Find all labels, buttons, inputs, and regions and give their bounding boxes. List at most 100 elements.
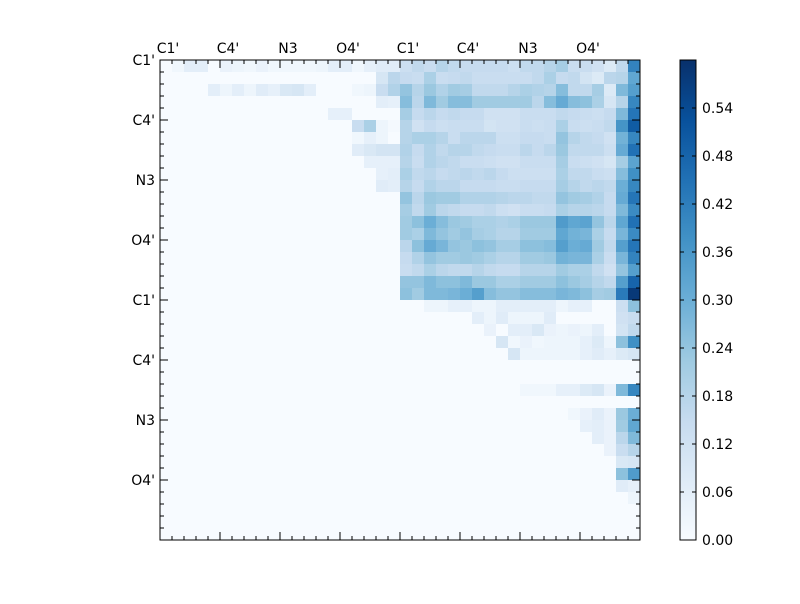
heatmap-cell — [448, 360, 461, 373]
heatmap-cell — [532, 312, 545, 325]
heatmap-cell — [388, 108, 401, 121]
heatmap-cell — [400, 480, 413, 493]
heatmap-cell — [508, 96, 521, 109]
heatmap-cell — [220, 432, 233, 445]
heatmap-cell — [184, 420, 197, 433]
heatmap-cell — [592, 516, 605, 529]
heatmap-cell — [184, 504, 197, 517]
heatmap-cell — [592, 132, 605, 145]
heatmap-cell — [172, 408, 185, 421]
heatmap-cell — [268, 60, 281, 73]
heatmap-cell — [436, 132, 449, 145]
heatmap-cell — [196, 144, 209, 157]
heatmap-cell — [400, 168, 413, 181]
heatmap-cell — [604, 336, 617, 349]
heatmap-cell — [532, 60, 545, 73]
heatmap-cell — [592, 324, 605, 337]
heatmap-cell — [604, 432, 617, 445]
heatmap-cell — [568, 216, 581, 229]
heatmap-cell — [448, 156, 461, 169]
heatmap-cell — [220, 228, 233, 241]
heatmap-cell — [460, 372, 473, 385]
heatmap-cell — [556, 528, 569, 541]
heatmap-cell — [532, 96, 545, 109]
heatmap-cell — [244, 168, 257, 181]
heatmap-cell — [328, 372, 341, 385]
colorbar-tick-label: 0.18 — [702, 389, 733, 405]
heatmap-cell — [556, 504, 569, 517]
heatmap-cell — [508, 372, 521, 385]
heatmap-cell — [328, 300, 341, 313]
heatmap-cell — [328, 504, 341, 517]
heatmap-cell — [496, 72, 509, 85]
heatmap-cell — [304, 528, 317, 541]
heatmap-cell — [196, 516, 209, 529]
heatmap-cell — [424, 60, 437, 73]
heatmap-cell — [304, 84, 317, 97]
heatmap-cell — [532, 84, 545, 97]
heatmap-cell — [568, 276, 581, 289]
heatmap-cell — [304, 504, 317, 517]
heatmap-cell — [328, 288, 341, 301]
heatmap-cell — [340, 444, 353, 457]
heatmap-cell — [196, 168, 209, 181]
heatmap-cell — [496, 468, 509, 481]
heatmap-cell — [460, 312, 473, 325]
heatmap-cell — [580, 480, 593, 493]
heatmap-cell — [316, 84, 329, 97]
heatmap-cell — [292, 420, 305, 433]
heatmap-cell — [316, 492, 329, 505]
heatmap-cell — [376, 420, 389, 433]
heatmap-cell — [268, 96, 281, 109]
heatmap-cell — [412, 384, 425, 397]
heatmap-cell — [304, 108, 317, 121]
heatmap-cell — [388, 528, 401, 541]
heatmap-cell — [364, 444, 377, 457]
heatmap-cell — [184, 432, 197, 445]
heatmap-cell — [508, 132, 521, 145]
heatmap-cell — [256, 372, 269, 385]
heatmap-cell — [460, 204, 473, 217]
heatmap-cell — [424, 492, 437, 505]
heatmap-cell — [244, 312, 257, 325]
heatmap-cell — [352, 384, 365, 397]
heatmap-cell — [628, 132, 641, 145]
heatmap-cell — [580, 144, 593, 157]
heatmap-cell — [544, 108, 557, 121]
heatmap-cell — [304, 348, 317, 361]
heatmap-cell — [448, 204, 461, 217]
heatmap-cell — [628, 72, 641, 85]
heatmap-cell — [256, 480, 269, 493]
heatmap-cell — [316, 240, 329, 253]
heatmap-cell — [340, 144, 353, 157]
heatmap-cell — [592, 528, 605, 541]
heatmap-cell — [424, 84, 437, 97]
heatmap-cell — [520, 324, 533, 337]
heatmap-cell — [472, 96, 485, 109]
heatmap-cell — [328, 396, 341, 409]
heatmap-cell — [472, 420, 485, 433]
heatmap-cell — [280, 492, 293, 505]
heatmap-cell — [316, 324, 329, 337]
heatmap-cell — [556, 156, 569, 169]
heatmap-cell — [448, 252, 461, 265]
heatmap-cell — [196, 96, 209, 109]
heatmap-cell — [424, 408, 437, 421]
heatmap-cell — [508, 444, 521, 457]
heatmap-cell — [220, 420, 233, 433]
heatmap-cell — [388, 240, 401, 253]
heatmap-cell — [400, 360, 413, 373]
heatmap-cell — [448, 276, 461, 289]
heatmap-cell — [172, 144, 185, 157]
heatmap-cell — [160, 492, 173, 505]
heatmap-cell — [628, 240, 641, 253]
heatmap-cell — [616, 108, 629, 121]
heatmap-cells — [160, 60, 641, 541]
heatmap-cell — [292, 156, 305, 169]
heatmap-cell — [172, 96, 185, 109]
heatmap-cell — [220, 348, 233, 361]
heatmap-cell — [496, 168, 509, 181]
heatmap-cell — [160, 324, 173, 337]
heatmap-cell — [604, 504, 617, 517]
heatmap-cell — [256, 348, 269, 361]
